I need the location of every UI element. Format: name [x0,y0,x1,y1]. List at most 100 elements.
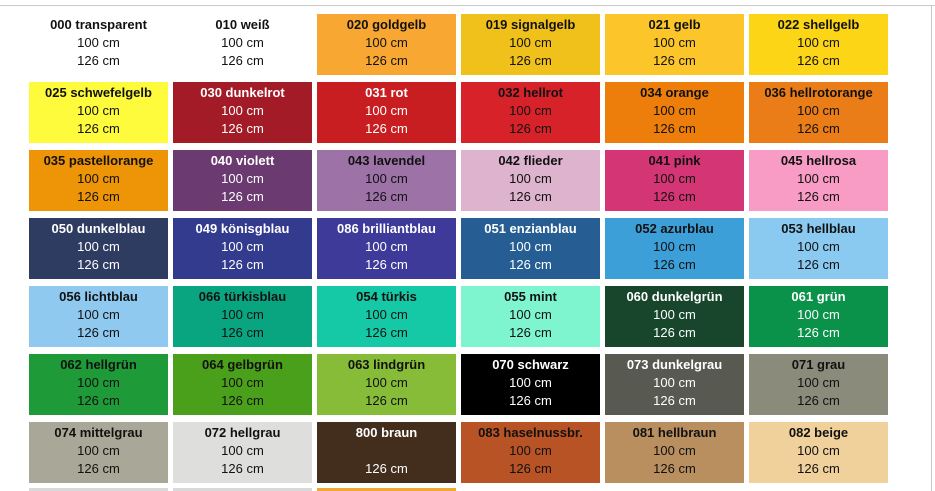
color-swatch[interactable]: 056 lichtblau 100 cm 126 cm [29,286,168,347]
color-swatch[interactable]: 063 lindgrün 100 cm 126 cm [317,354,456,415]
swatch-color-name: 064 gelbgrün [202,357,283,372]
swatch-width-126: 126 cm [653,53,696,68]
partial-swatch-1 [29,488,168,491]
color-swatch[interactable]: 025 schwefelgelb 100 cm 126 cm [29,82,168,143]
swatch-width-100: 100 cm [77,239,120,254]
swatch-color-name: 036 hellrotorange [764,85,873,100]
swatch-color-name: 021 gelb [648,17,701,32]
color-swatch[interactable]: 042 flieder 100 cm 126 cm [461,150,600,211]
color-swatch[interactable]: 064 gelbgrün 100 cm 126 cm [173,354,312,415]
color-swatch[interactable]: 074 mittelgrau 100 cm 126 cm [29,422,168,483]
swatch-width-100: 100 cm [509,443,552,458]
swatch-width-100: 100 cm [365,171,408,186]
color-swatch[interactable]: 082 beige 100 cm 126 cm [749,422,888,483]
swatch-width-126: 126 cm [77,189,120,204]
swatch-width-126: 126 cm [77,461,120,476]
swatch-color-name: 063 lindgrün [347,357,426,372]
swatch-width-100: 100 cm [77,375,120,390]
swatch-color-name: 035 pastellorange [43,153,154,168]
color-swatch[interactable]: 010 weiß 100 cm 126 cm [173,14,312,75]
color-swatch[interactable]: 800 braun 126 cm [317,422,456,483]
swatch-width-100: 100 cm [797,443,840,458]
color-swatch[interactable]: 071 grau 100 cm 126 cm [749,354,888,415]
swatch-width-100: 100 cm [509,35,552,50]
color-swatch[interactable]: 053 hellblau 100 cm 126 cm [749,218,888,279]
swatch-width-126: 126 cm [221,325,264,340]
partial-swatch-3 [317,488,456,491]
color-swatch[interactable]: 035 pastellorange 100 cm 126 cm [29,150,168,211]
swatch-color-name: 086 brilliantblau [337,221,436,236]
swatch-width-100: 100 cm [221,375,264,390]
swatch-width-126: 126 cm [653,325,696,340]
swatch-color-name: 055 mint [504,289,557,304]
top-border [0,5,935,6]
color-swatch[interactable]: 040 violett 100 cm 126 cm [173,150,312,211]
color-swatch[interactable]: 019 signalgelb 100 cm 126 cm [461,14,600,75]
swatch-width-100: 100 cm [77,103,120,118]
color-swatch[interactable]: 060 dunkelgrün 100 cm 126 cm [605,286,744,347]
color-swatch[interactable]: 032 hellrot 100 cm 126 cm [461,82,600,143]
swatch-width-100: 100 cm [653,375,696,390]
color-swatch[interactable]: 050 dunkelblau 100 cm 126 cm [29,218,168,279]
swatch-width-126: 126 cm [77,53,120,68]
swatch-width-126: 126 cm [797,257,840,272]
swatch-width-126: 126 cm [509,257,552,272]
swatch-color-name: 041 pink [648,153,701,168]
color-swatch[interactable]: 070 schwarz 100 cm 126 cm [461,354,600,415]
swatch-color-name: 050 dunkelblau [51,221,146,236]
color-swatch[interactable]: 055 mint 100 cm 126 cm [461,286,600,347]
color-swatch[interactable]: 061 grün 100 cm 126 cm [749,286,888,347]
swatch-width-100: 100 cm [365,375,408,390]
swatch-width-126: 126 cm [509,393,552,408]
swatch-color-name: 061 grün [791,289,846,304]
swatch-width-100: 100 cm [221,307,264,322]
swatch-width-126: 126 cm [653,257,696,272]
color-swatch[interactable]: 066 türkisblau 100 cm 126 cm [173,286,312,347]
color-swatch[interactable]: 030 dunkelrot 100 cm 126 cm [173,82,312,143]
color-swatch[interactable]: 034 orange 100 cm 126 cm [605,82,744,143]
color-swatch[interactable]: 054 türkis 100 cm 126 cm [317,286,456,347]
swatch-color-name: 049 könisgblau [195,221,290,236]
color-swatch[interactable]: 086 brilliantblau 100 cm 126 cm [317,218,456,279]
color-swatch[interactable]: 073 dunkelgrau 100 cm 126 cm [605,354,744,415]
color-swatch[interactable]: 000 transparent 100 cm 126 cm [29,14,168,75]
swatch-color-name: 082 beige [788,425,849,440]
swatch-color-name: 062 hellgrün [60,357,137,372]
color-swatch[interactable]: 036 hellrotorange 100 cm 126 cm [749,82,888,143]
color-swatch[interactable]: 041 pink 100 cm 126 cm [605,150,744,211]
color-swatch[interactable]: 062 hellgrün 100 cm 126 cm [29,354,168,415]
color-swatch[interactable]: 043 lavendel 100 cm 126 cm [317,150,456,211]
swatch-width-100: 100 cm [77,171,120,186]
swatch-width-100: 100 cm [221,103,264,118]
swatch-width-100 [317,442,456,460]
swatch-color-name: 042 flieder [498,153,563,168]
color-swatch[interactable]: 072 hellgrau 100 cm 126 cm [173,422,312,483]
swatch-width-100: 100 cm [509,239,552,254]
swatch-color-name: 066 türkisblau [198,289,287,304]
swatch-width-100: 100 cm [77,307,120,322]
color-swatch[interactable]: 051 enzianblau 100 cm 126 cm [461,218,600,279]
color-swatch[interactable]: 049 könisgblau 100 cm 126 cm [173,218,312,279]
swatch-width-126: 126 cm [77,257,120,272]
swatch-width-100: 100 cm [365,239,408,254]
swatch-width-100: 100 cm [797,171,840,186]
swatch-color-name: 074 mittelgrau [54,425,143,440]
color-swatch[interactable]: 021 gelb 100 cm 126 cm [605,14,744,75]
swatch-color-name: 072 hellgrau [204,425,281,440]
swatch-color-name: 073 dunkelgrau [626,357,723,372]
swatch-width-100: 100 cm [365,103,408,118]
color-swatch[interactable]: 081 hellbraun 100 cm 126 cm [605,422,744,483]
swatch-width-126: 126 cm [797,461,840,476]
color-swatch[interactable]: 052 azurblau 100 cm 126 cm [605,218,744,279]
color-swatch[interactable]: 022 shellgelb 100 cm 126 cm [749,14,888,75]
right-border [931,5,932,491]
color-swatch[interactable]: 031 rot 100 cm 126 cm [317,82,456,143]
swatch-width-126: 126 cm [221,461,264,476]
color-swatch[interactable]: 083 haselnussbr. 100 cm 126 cm [461,422,600,483]
color-swatch[interactable]: 045 hellrosa 100 cm 126 cm [749,150,888,211]
swatch-width-126: 126 cm [365,121,408,136]
color-swatch[interactable]: 020 goldgelb 100 cm 126 cm [317,14,456,75]
swatch-width-126: 126 cm [77,325,120,340]
swatch-width-126: 126 cm [653,189,696,204]
swatch-width-100: 100 cm [653,35,696,50]
